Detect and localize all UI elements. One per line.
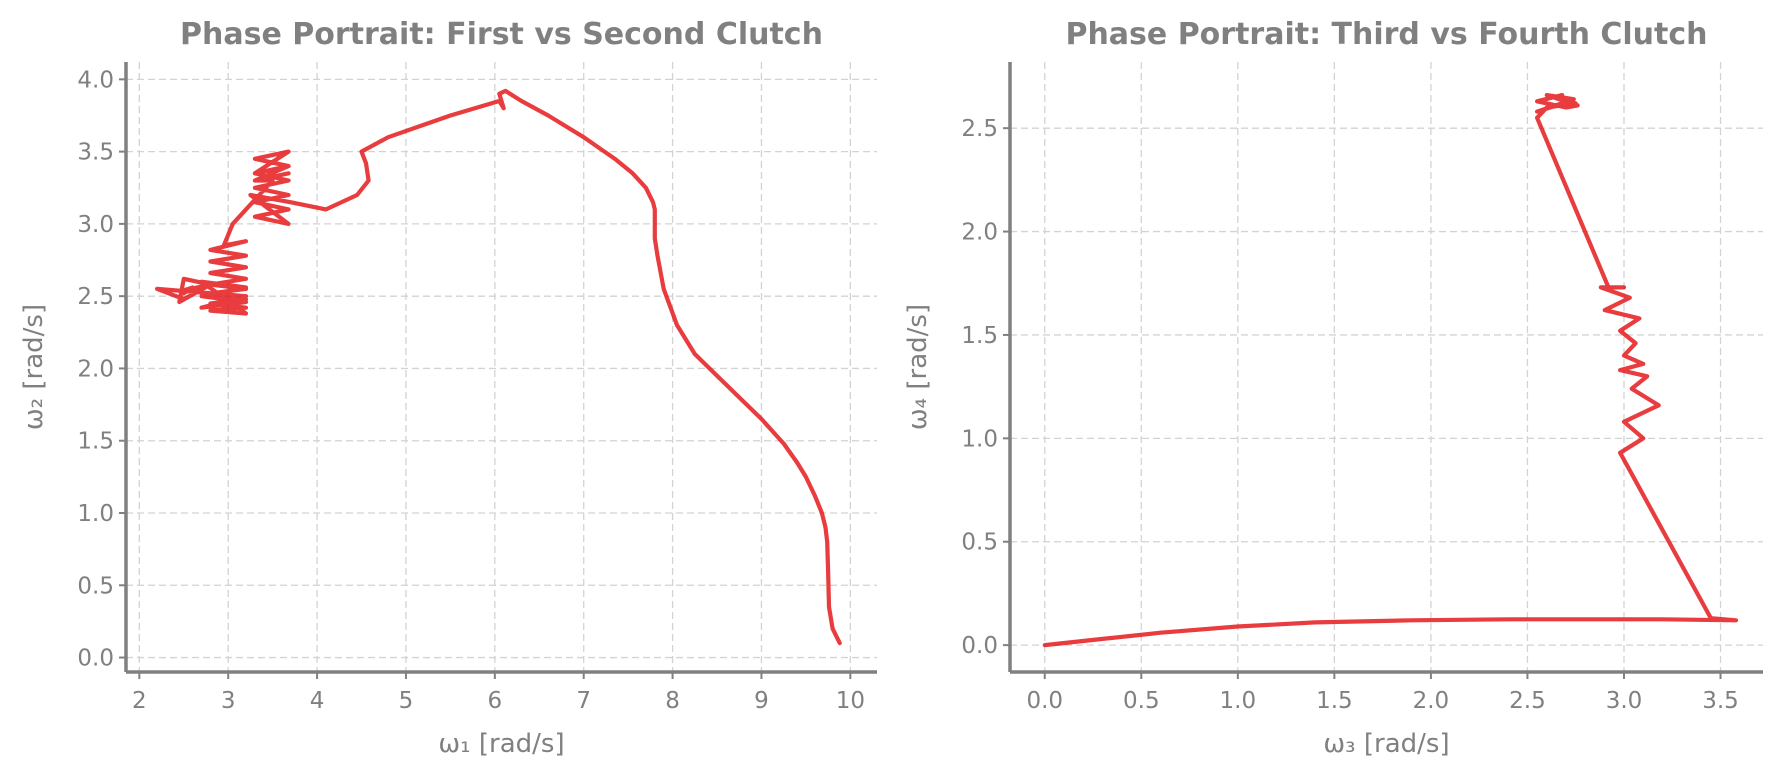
chart-2-y-tick-label: 1.5 xyxy=(961,323,998,349)
chart-1-y-tick-label: 0.5 xyxy=(77,573,114,599)
chart-1-x-tick-label: 3 xyxy=(221,688,236,714)
chart-2-x-tick-label: 0.5 xyxy=(1123,688,1160,714)
chart-1-x-tick-label: 9 xyxy=(754,688,769,714)
chart-2: 0.0 0.5 1.0 1.5 2.0 2.5 3.0 3.5 0.0 0.5 1.0 1.5 2.0 2… xyxy=(903,17,1763,759)
chart-1-x-tick-label: 10 xyxy=(836,688,865,714)
chart-2-series-line xyxy=(1042,93,1739,648)
chart-1-y-tick-label: 3.0 xyxy=(77,212,114,238)
chart-2-x-tick-label: 0.0 xyxy=(1026,688,1063,714)
chart-2-y-axis-label: ω₄ [rad/s] xyxy=(903,304,933,430)
chart-1-x-tick-label: 5 xyxy=(399,688,414,714)
chart-2-y-tick-label: 1.0 xyxy=(961,426,998,452)
chart-2-x-tick-label: 2.5 xyxy=(1509,688,1546,714)
chart-1-title: Phase Portrait: First vs Second Clutch xyxy=(180,17,823,52)
chart-1-y-axis-label: ω₂ [rad/s] xyxy=(19,304,49,430)
chart-1-x-tick-label: 2 xyxy=(132,688,147,714)
chart-2-y-tick-label: 2.5 xyxy=(961,116,998,142)
chart-2-x-tick-label: 1.5 xyxy=(1316,688,1353,714)
chart-2-x-tick-label: 2.0 xyxy=(1413,688,1450,714)
chart-1-series-line xyxy=(155,88,842,646)
chart-1-x-tick-label: 8 xyxy=(665,688,680,714)
chart-1-x-axis-label: ω₁ [rad/s] xyxy=(438,729,564,759)
chart-2-y-tick-label: 0.5 xyxy=(961,530,998,556)
chart-1-x-tick-label: 7 xyxy=(576,688,591,714)
chart-1-y-tick-label: 1.5 xyxy=(77,429,114,455)
chart-2-x-axis-label: ω₃ [rad/s] xyxy=(1323,729,1449,759)
chart-1-y-tick-label: 0.0 xyxy=(77,646,114,672)
chart-2-y-tick-label: 2.0 xyxy=(961,220,998,246)
chart-2-title: Phase Portrait: Third vs Fourth Clutch xyxy=(1065,17,1707,52)
chart-2-y-tick-label: 0.0 xyxy=(961,633,998,659)
chart-1-x-tick-label: 6 xyxy=(488,688,503,714)
chart-2-x-tick-label: 3.0 xyxy=(1606,688,1643,714)
chart-1-y-tick-label: 3.5 xyxy=(77,140,114,166)
chart-1-y-tick-label: 2.5 xyxy=(77,284,114,310)
chart-1-y-tick-label: 1.0 xyxy=(77,501,114,527)
chart-1-y-tick-label: 4.0 xyxy=(77,67,114,93)
chart-1: 2 3 4 5 6 7 8 9 10 0.0 0.5 1.0 1.5 2.0 2.5 3.0 3.5 4.0 Pha… xyxy=(19,17,877,759)
chart-1-y-tick-label: 2.0 xyxy=(77,356,114,382)
chart-2-x-tick-label: 3.5 xyxy=(1702,688,1739,714)
chart-1-x-tick-label: 4 xyxy=(310,688,325,714)
chart-2-x-tick-label: 1.0 xyxy=(1220,688,1257,714)
